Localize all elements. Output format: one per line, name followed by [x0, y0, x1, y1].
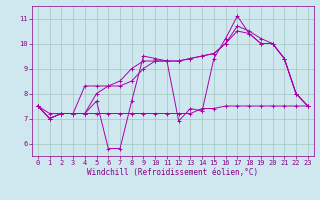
X-axis label: Windchill (Refroidissement éolien,°C): Windchill (Refroidissement éolien,°C): [87, 168, 258, 177]
